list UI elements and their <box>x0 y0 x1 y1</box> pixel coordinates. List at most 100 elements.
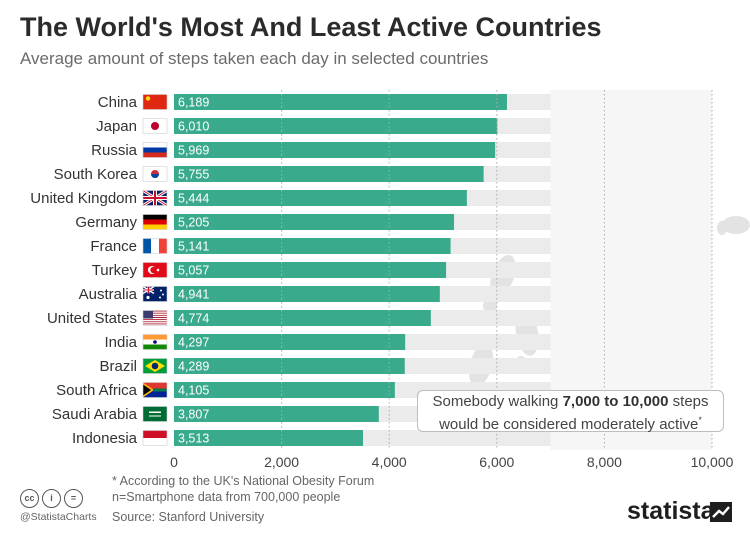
bar <box>174 334 406 350</box>
category-label: France <box>90 238 137 255</box>
sample-note: n=Smartphone data from 700,000 people <box>112 490 341 504</box>
callout-text-post: steps <box>668 393 709 410</box>
x-tick-label: 2,000 <box>264 454 299 470</box>
bar <box>174 286 440 302</box>
country-flag-icon <box>142 334 168 350</box>
bar <box>174 166 484 182</box>
bar-value-label: 4,774 <box>178 312 209 326</box>
country-flag-icon <box>142 118 168 134</box>
bar-value-label: 5,755 <box>178 168 209 182</box>
bar-value-label: 4,297 <box>178 336 209 350</box>
x-tick-label: 4,000 <box>372 454 407 470</box>
bar <box>174 238 451 254</box>
bar <box>174 406 379 422</box>
bar <box>174 262 447 278</box>
callout-note: Somebody walking 7,000 to 10,000 steps w… <box>417 390 724 433</box>
bar-value-label: 4,289 <box>178 360 209 374</box>
bar <box>174 358 405 374</box>
bar-track-highlight <box>550 118 712 134</box>
bar <box>174 382 395 398</box>
bar-track-highlight <box>550 334 712 350</box>
statista-logo: statista <box>627 497 715 525</box>
source-note: Source: Stanford University <box>112 510 265 524</box>
plot-area: 6,189 China 6,010 Japan 5,969 Russia 5,755 Sout… <box>30 90 734 470</box>
bar <box>174 190 467 206</box>
bar-value-label: 6,189 <box>178 96 209 110</box>
footprint <box>717 221 727 235</box>
bar-value-label: 4,105 <box>178 384 209 398</box>
country-flag-icon <box>142 262 168 278</box>
statista-logo-icon <box>710 502 732 522</box>
bar-track-highlight <box>550 430 712 446</box>
country-flag-icon <box>142 214 168 230</box>
category-label: Japan <box>96 118 137 135</box>
country-flag-icon <box>142 238 168 254</box>
bar <box>174 94 507 110</box>
country-flag-icon <box>142 406 168 422</box>
bar <box>174 214 455 230</box>
bar-value-label: 3,807 <box>178 408 209 422</box>
bar-track-highlight <box>550 238 712 254</box>
category-label: South Africa <box>56 382 138 399</box>
country-flag-icon <box>142 358 168 374</box>
bar-value-label: 6,010 <box>178 120 209 134</box>
bar-value-label: 5,205 <box>178 216 209 230</box>
bar-chart: 6,189 China 6,010 Japan 5,969 Russia 5,755 Sout… <box>30 90 750 470</box>
country-flag-icon <box>142 285 168 302</box>
chart-title: The World's Most And Least Active Countr… <box>20 12 602 42</box>
bar-track-highlight <box>550 286 712 302</box>
category-label: United States <box>47 310 137 327</box>
country-flag-icon <box>142 166 168 182</box>
bar-track-highlight <box>550 214 712 230</box>
nd-icon: = <box>64 489 83 508</box>
country-flag-icon <box>142 142 168 158</box>
category-label: Turkey <box>92 262 138 279</box>
bar <box>174 430 363 446</box>
category-label: Russia <box>91 142 138 159</box>
bar <box>174 142 496 158</box>
country-flag-icon <box>142 382 168 398</box>
twitter-handle: @StatistaCharts <box>20 511 97 523</box>
category-label: United Kingdom <box>30 190 137 207</box>
category-label: Indonesia <box>72 430 138 447</box>
bar-track-highlight <box>550 310 712 326</box>
callout-text-pre: Somebody walking <box>432 393 563 410</box>
bar-track-highlight <box>550 190 712 206</box>
bar-value-label: 5,057 <box>178 264 209 278</box>
x-tick-label: 6,000 <box>479 454 514 470</box>
country-flag-icon <box>142 310 168 326</box>
x-tick-label: 0 <box>170 454 178 470</box>
bar-value-label: 5,969 <box>178 144 209 158</box>
bar-value-label: 5,444 <box>178 192 209 206</box>
bar-value-label: 5,141 <box>178 240 209 254</box>
bar-track-highlight <box>550 142 712 158</box>
bar <box>174 310 431 326</box>
category-label: Australia <box>79 286 138 303</box>
bar-track-highlight <box>550 166 712 182</box>
category-label: Germany <box>75 214 137 231</box>
bar-track-highlight <box>550 358 712 374</box>
footprint <box>722 216 750 234</box>
bar-track-highlight <box>550 94 712 110</box>
by-icon: i <box>42 489 61 508</box>
chart-subtitle: Average amount of steps taken each day i… <box>20 49 489 68</box>
category-label: Saudi Arabia <box>52 406 138 423</box>
cc-icon: cc <box>20 489 39 508</box>
category-label: China <box>98 94 138 111</box>
bar-track-highlight <box>550 262 712 278</box>
bar <box>174 118 498 134</box>
license-icons: cc i = <box>20 488 86 508</box>
bar-value-label: 3,513 <box>178 432 209 446</box>
country-flag-icon <box>142 94 168 110</box>
x-tick-label: 8,000 <box>587 454 622 470</box>
bar-value-label: 4,941 <box>178 288 209 302</box>
category-label: Brazil <box>99 358 137 375</box>
callout-text-line2: would be considered moderately active <box>439 416 699 433</box>
category-label: South Korea <box>54 166 138 183</box>
country-flag-icon <box>142 430 168 446</box>
footnote: * According to the UK's National Obesity… <box>112 474 375 488</box>
callout-asterisk: * <box>698 415 702 425</box>
callout-highlight-range: 7,000 to 10,000 <box>562 393 669 410</box>
country-flag-icon <box>142 189 168 207</box>
x-tick-label: 10,000 <box>691 454 734 470</box>
